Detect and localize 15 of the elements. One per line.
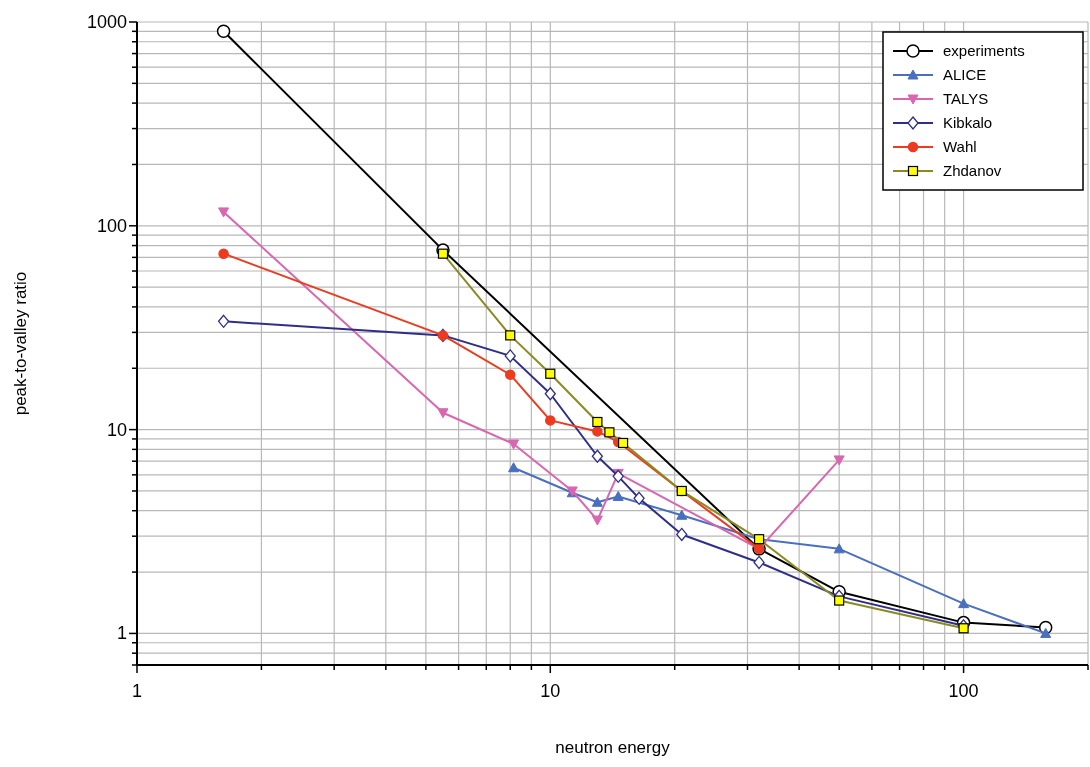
legend-label: Wahl	[943, 138, 977, 155]
legend-label: TALYS	[943, 90, 989, 107]
legend-label: Kibkalo	[943, 114, 993, 131]
legend-label: experiments	[943, 42, 1025, 59]
y-tick-label: 1000	[86, 12, 127, 32]
legend-label: Zhdanov	[943, 162, 1002, 179]
y-tick-label: 10	[106, 419, 127, 440]
x-axis-title: neutron energy	[555, 738, 671, 757]
y-axis-title: peak-to-valley ratio	[11, 271, 30, 416]
x-tick-label: 1	[131, 681, 143, 701]
y-tick-label: 1	[116, 623, 127, 644]
legend-label: ALICE	[943, 66, 987, 83]
y-tick-label: 100	[96, 215, 127, 236]
x-tick-label: 100	[948, 681, 979, 701]
x-tick-label: 10	[540, 681, 561, 701]
